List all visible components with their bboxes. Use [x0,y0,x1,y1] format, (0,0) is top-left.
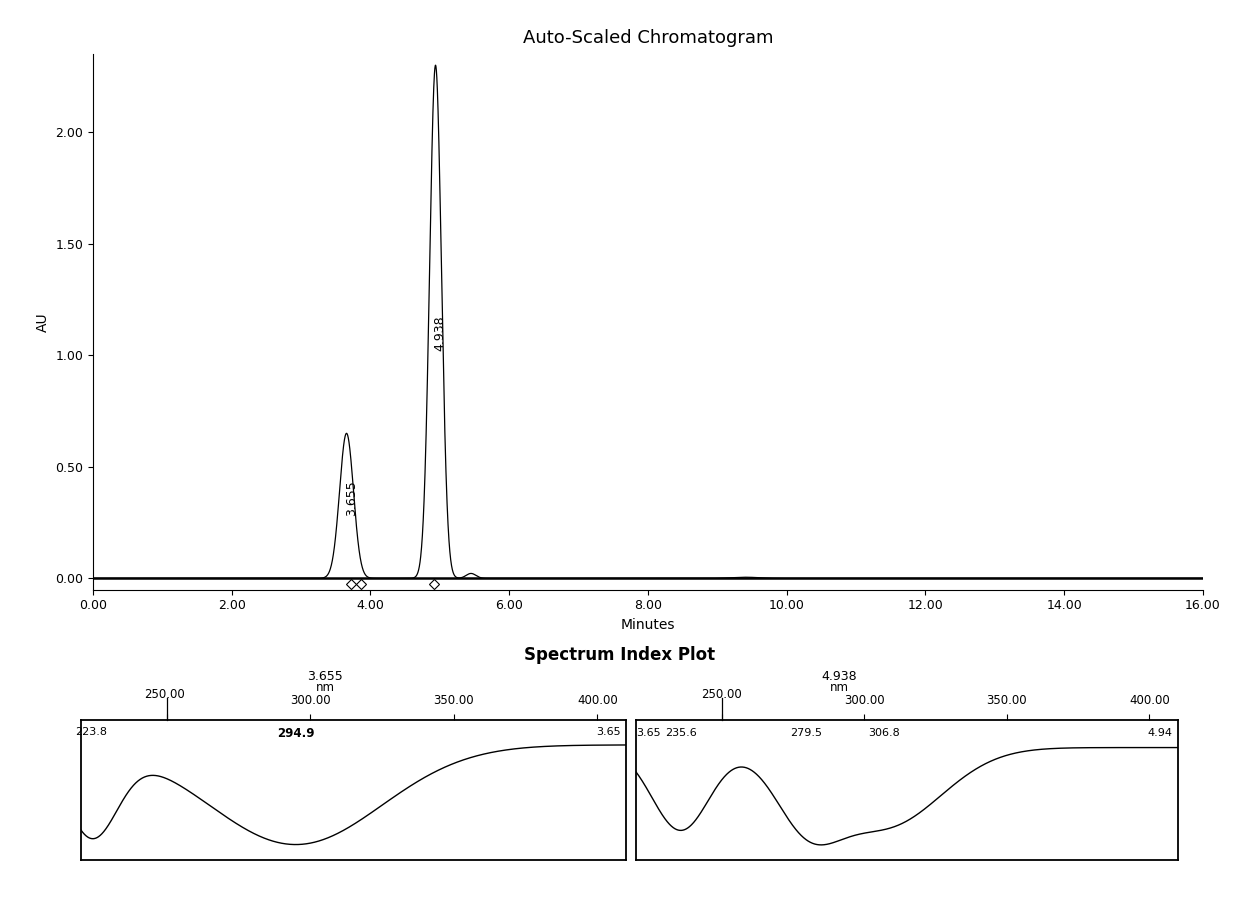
Text: nm: nm [315,681,335,694]
Text: 250.00: 250.00 [145,688,185,700]
X-axis label: Minutes: Minutes [621,617,675,632]
Text: 235.6: 235.6 [665,728,697,738]
Text: 400.00: 400.00 [1130,694,1169,706]
Text: 4.94: 4.94 [1147,728,1172,738]
Text: 400.00: 400.00 [577,694,618,706]
Text: 350.00: 350.00 [434,694,474,706]
Text: 300.00: 300.00 [844,694,884,706]
Y-axis label: AU: AU [36,312,50,331]
Text: 3.655: 3.655 [345,480,358,516]
Text: Spectrum Index Plot: Spectrum Index Plot [525,646,715,664]
Text: 223.8: 223.8 [76,727,108,737]
Title: Auto-Scaled Chromatogram: Auto-Scaled Chromatogram [522,29,774,47]
Text: 350.00: 350.00 [987,694,1027,706]
Text: 279.5: 279.5 [790,728,822,738]
Text: 250.00: 250.00 [702,688,742,700]
Text: nm: nm [830,681,849,694]
Text: 294.9: 294.9 [277,727,315,740]
Text: 306.8: 306.8 [868,728,899,738]
Text: 3.65: 3.65 [596,727,620,737]
Text: 4.938: 4.938 [434,315,446,351]
Text: 300.00: 300.00 [290,694,331,706]
Text: 3.655: 3.655 [308,670,342,682]
Text: 4.938: 4.938 [822,670,857,682]
Text: 3.65: 3.65 [636,728,661,738]
